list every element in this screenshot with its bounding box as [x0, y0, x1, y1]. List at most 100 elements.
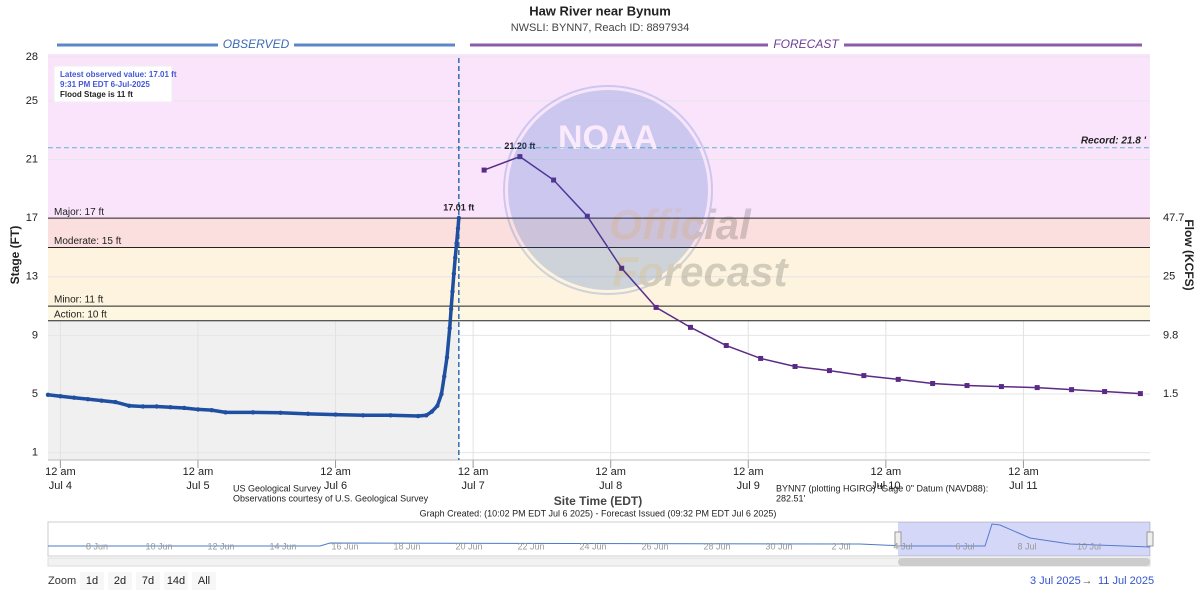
forecast-point: [619, 265, 625, 271]
observed-region: [48, 320, 459, 460]
observed-point: [429, 409, 435, 414]
observed-point: [278, 410, 283, 416]
zoom-button[interactable]: [108, 572, 132, 590]
flood-stage-label: Major: 17 ft: [54, 207, 104, 218]
credit: Observations courtesy of U.S. Geological…: [233, 493, 429, 503]
forecast-point: [861, 373, 867, 379]
navigator-label: 6 Jul: [955, 541, 974, 551]
zoom-button[interactable]: [192, 572, 216, 590]
x-tick-label: Jul 8: [599, 480, 622, 492]
observed-point: [454, 240, 459, 246]
info-text: 9:31 PM EDT 6-Jul-2025: [60, 80, 150, 89]
x-tick-label: 12 am: [458, 466, 489, 478]
y-tick-label: 13: [26, 271, 38, 283]
range-end: 11 Jul 2025: [1098, 575, 1154, 587]
scrollbar-thumb[interactable]: [898, 558, 1150, 566]
navigator-label: 20 Jun: [455, 541, 482, 551]
observed-point: [442, 374, 447, 379]
forecast-point: [1137, 391, 1143, 397]
navigator-label: 30 Jun: [765, 541, 792, 551]
observed-point: [435, 403, 440, 408]
x-tick-label: 12 am: [871, 466, 902, 478]
forecast-point: [517, 154, 523, 160]
datum-note: BYNN7 (plotting HGIRG) "Gage 0" Datum (N…: [776, 483, 988, 493]
y-tick-label: 17: [26, 212, 38, 224]
forecast-point: [1034, 385, 1040, 391]
zoom-button-label[interactable]: 7d: [142, 575, 154, 587]
observed-point: [209, 407, 214, 413]
observed-point: [450, 289, 455, 294]
x-tick-label: Jul 5: [186, 480, 209, 492]
zoom-button[interactable]: [136, 572, 160, 590]
watermark-ring: [503, 85, 713, 295]
range-start: 3 Jul 2025: [1030, 575, 1081, 587]
navigator-label: 18 Jun: [393, 541, 420, 551]
observed-point: [448, 306, 454, 312]
watermark-text: NOAA: [558, 119, 658, 157]
navigator-selection[interactable]: [898, 522, 1150, 556]
observed-point: [439, 391, 444, 397]
watermark-text: Forecast: [612, 248, 789, 295]
x-tick-label: Jul 10: [871, 480, 900, 492]
observed-point: [140, 404, 146, 409]
y2-axis-title: Flow (KCFS): [1182, 219, 1196, 290]
flood-stage-label: Moderate: 15 ft: [54, 236, 121, 247]
forecast-point: [551, 177, 557, 183]
forecast-point: [895, 376, 901, 382]
x-tick-label: 12 am: [733, 466, 764, 478]
watermark-logo: [508, 90, 708, 290]
navigator-handle[interactable]: [894, 531, 902, 547]
zoom-button-label[interactable]: 2d: [114, 575, 126, 587]
x-tick-label: Jul 4: [49, 480, 72, 492]
navigator-handle[interactable]: [1146, 531, 1154, 547]
observed-point: [388, 413, 393, 418]
observed-point: [305, 411, 311, 417]
y2-tick-label: 9.8: [1163, 329, 1178, 341]
x-tick-label: Jul 11: [1009, 480, 1038, 492]
forecast-point: [964, 383, 970, 389]
x-tick-label: 12 am: [595, 466, 626, 478]
info-text: Latest observed value: 17.01 ft: [60, 70, 177, 79]
forecast-point: [1102, 389, 1108, 395]
plot-area: 1 5 9 13 17 21 25 28 47.7 25 9.8 1.5 12 am Jul 4 12 am…: [26, 37, 1185, 492]
y-axis-title: Stage (FT): [8, 226, 22, 285]
navigator-label: 8 Jul: [1017, 541, 1036, 551]
observed-point: [223, 410, 228, 415]
observed-point: [99, 398, 104, 403]
chart-subtitle: NWSLI: BYNN7, Reach ID: 8897934: [511, 22, 690, 34]
data-label: 17.01 ft: [443, 202, 474, 212]
zoom-button-label[interactable]: 14d: [167, 575, 185, 587]
zoom-button[interactable]: [164, 572, 188, 590]
zoom-button[interactable]: [80, 572, 104, 590]
navigator[interactable]: [47, 521, 1151, 557]
navigator-labels: 8 Jun 10 Jun 12 Jun 14 Jun 16 Jun 18 Jun 20 Ju…: [86, 541, 1101, 551]
graph-note: Graph Created: (10:02 PM EDT Jul 6 2025)…: [420, 508, 777, 518]
zoom-button-label[interactable]: 1d: [86, 575, 98, 587]
range-arrow: →: [1082, 575, 1093, 587]
flood-stage-label: Minor: 11 ft: [54, 295, 103, 306]
observed-point: [451, 271, 457, 277]
observed-point: [113, 399, 118, 405]
navigator-label: 10 Jun: [145, 541, 172, 551]
forecast-line: [483, 155, 1141, 395]
observed-point: [45, 392, 51, 397]
y-tick-label: 21: [26, 153, 38, 165]
forecast-point: [481, 167, 487, 173]
zoom-label: Zoom: [48, 575, 76, 587]
y-tick-label: 9: [32, 329, 38, 341]
x-tick-label: 12 am: [320, 466, 351, 478]
observed-point: [360, 413, 366, 418]
observed-point: [71, 395, 77, 400]
forecast-point: [792, 363, 798, 369]
observed-point: [333, 412, 338, 417]
zoom-buttons: 1d 2d 7d 14d All: [80, 572, 216, 590]
navigator-label: 26 Jun: [641, 541, 668, 551]
navigator-label: 2 Jul: [831, 541, 850, 551]
navigator-label: 22 Jun: [517, 541, 544, 551]
zoom-button-label[interactable]: All: [198, 575, 210, 587]
label-bg: [218, 38, 294, 52]
forecast-point: [998, 384, 1004, 390]
observed-point: [58, 394, 63, 399]
navigator-label: 28 Jun: [703, 541, 730, 551]
